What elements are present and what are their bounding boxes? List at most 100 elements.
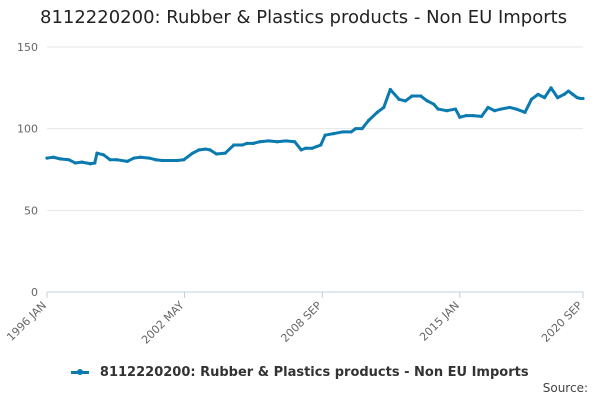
y-tick-label: 0 — [31, 286, 38, 299]
data-point[interactable] — [536, 92, 540, 96]
data-point[interactable] — [571, 92, 575, 96]
data-point[interactable] — [169, 158, 173, 163]
data-point[interactable] — [303, 146, 308, 150]
data-point[interactable] — [397, 97, 401, 101]
data-point[interactable] — [45, 156, 49, 160]
data-point[interactable] — [581, 96, 585, 101]
data-point[interactable] — [138, 155, 143, 159]
data-point[interactable] — [132, 156, 136, 160]
grid-lines — [47, 46, 583, 293]
data-point[interactable] — [160, 158, 164, 163]
data-point[interactable] — [95, 151, 99, 155]
data-point[interactable] — [251, 141, 255, 145]
x-tick-label: 2008 SEP — [278, 299, 324, 345]
data-point[interactable] — [80, 160, 84, 164]
data-point[interactable] — [458, 115, 462, 119]
x-tick-label: 2020 SEP — [539, 299, 585, 345]
data-point[interactable] — [353, 127, 358, 131]
data-point[interactable] — [310, 146, 314, 150]
legend-swatch-icon — [71, 369, 90, 375]
data-point[interactable] — [479, 114, 484, 119]
axes: 0 50 100 150 1996 JAN 2002 MAY 2008 SEP 2015 JA… — [4, 41, 585, 347]
data-point[interactable] — [284, 139, 288, 143]
data-point[interactable] — [323, 133, 327, 137]
x-tick-label: 2002 MAY — [139, 299, 187, 347]
data-point[interactable] — [293, 140, 297, 144]
data-point[interactable] — [578, 96, 582, 101]
legend-label: 8112220200: Rubber & Plastics products -… — [99, 365, 529, 380]
data-point[interactable] — [340, 130, 345, 134]
series-layer — [45, 86, 585, 166]
data-point[interactable] — [419, 94, 423, 98]
chart-title: 8112220200: Rubber & Plastics products -… — [40, 7, 568, 28]
data-point[interactable] — [332, 131, 336, 136]
data-point[interactable] — [375, 110, 379, 114]
x-tick-label: 1996 JAN — [4, 299, 49, 344]
y-tick-label: 150 — [17, 41, 38, 54]
data-point[interactable] — [154, 158, 158, 162]
data-point[interactable] — [299, 148, 303, 152]
data-point[interactable] — [208, 148, 212, 152]
data-point[interactable] — [410, 94, 414, 98]
data-point[interactable] — [445, 109, 449, 113]
data-point[interactable] — [204, 147, 208, 151]
data-point[interactable] — [51, 155, 56, 159]
data-point[interactable] — [182, 158, 186, 162]
data-point[interactable] — [432, 102, 436, 106]
data-point[interactable] — [360, 127, 364, 131]
data-point[interactable] — [114, 158, 119, 162]
data-point[interactable] — [366, 118, 371, 123]
data-point[interactable] — [499, 107, 503, 111]
data-point[interactable] — [275, 140, 279, 144]
data-point[interactable] — [471, 114, 475, 118]
data-point[interactable] — [575, 96, 579, 100]
data-point[interactable] — [175, 158, 179, 163]
data-point[interactable] — [508, 105, 512, 110]
data-point[interactable] — [523, 110, 527, 114]
data-point[interactable] — [88, 162, 93, 166]
y-tick-label: 50 — [24, 204, 38, 217]
data-point[interactable] — [147, 156, 151, 160]
data-point[interactable] — [562, 92, 566, 96]
data-point[interactable] — [240, 143, 245, 147]
data-point[interactable] — [67, 158, 71, 162]
data-point[interactable] — [245, 141, 249, 145]
data-point[interactable] — [101, 153, 106, 157]
data-point[interactable] — [258, 140, 262, 144]
data-point[interactable] — [529, 97, 534, 101]
data-point[interactable] — [492, 109, 497, 113]
data-point[interactable] — [403, 99, 408, 103]
data-point[interactable] — [108, 158, 112, 162]
data-point[interactable] — [125, 159, 129, 163]
x-tick-label: 2015 JAN — [417, 299, 462, 344]
chart-legend[interactable]: 8112220200: Rubber & Plastics products -… — [0, 365, 600, 380]
data-point[interactable] — [232, 143, 236, 147]
y-tick-label: 100 — [17, 123, 38, 136]
data-point[interactable] — [382, 105, 386, 110]
data-point[interactable] — [388, 87, 392, 92]
data-point[interactable] — [514, 107, 518, 111]
data-point[interactable] — [214, 152, 219, 156]
data-point[interactable] — [58, 157, 62, 161]
data-point[interactable] — [542, 96, 547, 100]
data-point[interactable] — [555, 96, 560, 100]
data-point[interactable] — [197, 148, 201, 152]
data-point[interactable] — [223, 151, 227, 155]
series-line[interactable] — [45, 86, 585, 166]
data-point[interactable] — [486, 105, 490, 110]
data-point[interactable] — [93, 161, 97, 165]
data-point[interactable] — [190, 151, 195, 155]
data-point[interactable] — [464, 114, 468, 118]
data-point[interactable] — [453, 107, 458, 111]
data-point[interactable] — [425, 99, 429, 103]
data-point[interactable] — [349, 130, 353, 134]
data-point[interactable] — [73, 161, 77, 165]
data-point[interactable] — [436, 107, 440, 111]
data-point[interactable] — [319, 143, 323, 147]
data-point[interactable] — [267, 139, 271, 143]
data-point[interactable] — [549, 86, 553, 90]
data-point[interactable] — [314, 145, 319, 149]
data-point[interactable] — [566, 89, 571, 93]
source-label: Source: — [542, 381, 588, 395]
